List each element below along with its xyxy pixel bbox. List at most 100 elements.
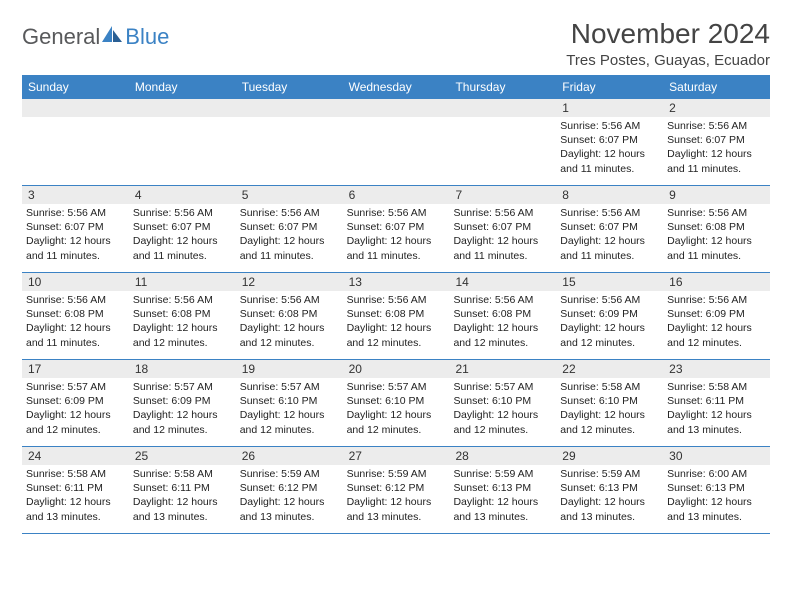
day-number (22, 99, 129, 117)
day-number: 15 (556, 273, 663, 291)
sunset-line: Sunset: 6:08 PM (347, 307, 446, 321)
daylight2-line: and 12 minutes. (453, 423, 552, 437)
daylight2-line: and 13 minutes. (347, 510, 446, 524)
day-number (236, 99, 343, 117)
day-number: 1 (556, 99, 663, 117)
day-number: 23 (663, 360, 770, 378)
sunrise-line: Sunrise: 5:57 AM (453, 380, 552, 394)
sun-info: Sunrise: 5:56 AMSunset: 6:09 PMDaylight:… (667, 293, 766, 350)
day-number: 18 (129, 360, 236, 378)
day-number: 10 (22, 273, 129, 291)
calendar-page: General Blue November 2024 Tres Postes, … (0, 0, 792, 544)
day-cell: 23 Sunrise: 5:58 AMSunset: 6:11 PMDayligh… (663, 360, 770, 446)
day-cell (236, 99, 343, 185)
day-number: 25 (129, 447, 236, 465)
daylight1-line: Daylight: 12 hours (347, 495, 446, 509)
day-cell: 13Sunrise: 5:56 AMSunset: 6:08 PMDayligh… (343, 273, 450, 359)
day-number: 4 (129, 186, 236, 204)
sunrise-line: Sunrise: 5:58 AM (560, 380, 659, 394)
day-number: 17 (22, 360, 129, 378)
day-cell: 26Sunrise: 5:59 AMSunset: 6:12 PMDayligh… (236, 447, 343, 533)
sunset-line: Sunset: 6:07 PM (133, 220, 232, 234)
day-cell: 2Sunrise: 5:56 AMSunset: 6:07 PMDaylight… (663, 99, 770, 185)
title-block: November 2024 Tres Postes, Guayas, Ecuad… (566, 18, 770, 69)
sunset-line: Sunset: 6:13 PM (453, 481, 552, 495)
sunrise-line: Sunrise: 5:59 AM (453, 467, 552, 481)
day-number: 3 (22, 186, 129, 204)
day-cell: 11Sunrise: 5:56 AMSunset: 6:08 PMDayligh… (129, 273, 236, 359)
daylight2-line: and 11 minutes. (26, 249, 125, 263)
day-cell (129, 99, 236, 185)
sunset-line: Sunset: 6:07 PM (26, 220, 125, 234)
daylight2-line: and 11 minutes. (133, 249, 232, 263)
day-cell: 29Sunrise: 5:59 AMSunset: 6:13 PMDayligh… (556, 447, 663, 533)
sun-info: Sunrise: 5:56 AMSunset: 6:08 PMDaylight:… (347, 293, 446, 350)
daylight1-line: Daylight: 12 hours (453, 234, 552, 248)
day-cell: 19 Sunrise: 5:57 AMSunset: 6:10 PMDayligh… (236, 360, 343, 446)
daylight1-line: Daylight: 12 hours (240, 408, 339, 422)
sunrise-line: Sunrise: 5:56 AM (240, 206, 339, 220)
sun-info: Sunrise: 5:57 AMSunset: 6:09 PMDaylight:… (133, 380, 232, 437)
day-number: 7 (449, 186, 556, 204)
daylight1-line: Daylight: 12 hours (453, 321, 552, 335)
daylight2-line: and 11 minutes. (347, 249, 446, 263)
daylight1-line: Daylight: 12 hours (560, 408, 659, 422)
sunset-line: Sunset: 6:09 PM (26, 394, 125, 408)
daylight1-line: Daylight: 12 hours (240, 321, 339, 335)
day-number: 28 (449, 447, 556, 465)
day-number: 14 (449, 273, 556, 291)
sun-info: Sunrise: 5:56 AMSunset: 6:08 PMDaylight:… (240, 293, 339, 350)
sun-info: Sunrise: 5:56 AMSunset: 6:08 PMDaylight:… (26, 293, 125, 350)
daylight1-line: Daylight: 12 hours (347, 234, 446, 248)
sunset-line: Sunset: 6:13 PM (667, 481, 766, 495)
sun-info: Sunrise: 6:00 AMSunset: 6:13 PMDaylight:… (667, 467, 766, 524)
daylight2-line: and 11 minutes. (240, 249, 339, 263)
sun-info: Sunrise: 5:56 AMSunset: 6:07 PMDaylight:… (347, 206, 446, 263)
sunrise-line: Sunrise: 5:57 AM (133, 380, 232, 394)
daylight1-line: Daylight: 12 hours (560, 495, 659, 509)
daylight1-line: Daylight: 12 hours (560, 321, 659, 335)
page-header: General Blue November 2024 Tres Postes, … (22, 18, 770, 69)
daylight1-line: Daylight: 12 hours (667, 408, 766, 422)
day-number: 24 (22, 447, 129, 465)
day-number: 2 (663, 99, 770, 117)
sun-info: Sunrise: 5:56 AMSunset: 6:09 PMDaylight:… (560, 293, 659, 350)
sunrise-line: Sunrise: 5:56 AM (26, 293, 125, 307)
sun-info: Sunrise: 5:57 AMSunset: 6:10 PMDaylight:… (240, 380, 339, 437)
daylight1-line: Daylight: 12 hours (560, 234, 659, 248)
week-row: 1Sunrise: 5:56 AMSunset: 6:07 PMDaylight… (22, 99, 770, 186)
daylight2-line: and 12 minutes. (560, 336, 659, 350)
sunrise-line: Sunrise: 5:59 AM (240, 467, 339, 481)
day-cell: 15 Sunrise: 5:56 AMSunset: 6:09 PMDayligh… (556, 273, 663, 359)
daylight1-line: Daylight: 12 hours (26, 321, 125, 335)
sunset-line: Sunset: 6:08 PM (240, 307, 339, 321)
sunrise-line: Sunrise: 5:56 AM (347, 206, 446, 220)
day-number: 19 (236, 360, 343, 378)
sunset-line: Sunset: 6:09 PM (667, 307, 766, 321)
weekday-header: Thursday (449, 75, 556, 99)
sunrise-line: Sunrise: 5:56 AM (453, 206, 552, 220)
sun-info: Sunrise: 5:58 AMSunset: 6:11 PMDaylight:… (667, 380, 766, 437)
daylight2-line: and 12 minutes. (240, 336, 339, 350)
daylight1-line: Daylight: 12 hours (667, 321, 766, 335)
sunrise-line: Sunrise: 5:57 AM (347, 380, 446, 394)
daylight1-line: Daylight: 12 hours (133, 495, 232, 509)
calendar-grid: SundayMondayTuesdayWednesdayThursdayFrid… (22, 75, 770, 534)
day-number: 5 (236, 186, 343, 204)
daylight1-line: Daylight: 12 hours (133, 321, 232, 335)
sun-info: Sunrise: 5:57 AMSunset: 6:10 PMDaylight:… (347, 380, 446, 437)
weekday-header: Sunday (22, 75, 129, 99)
sunset-line: Sunset: 6:10 PM (453, 394, 552, 408)
day-cell: 6Sunrise: 5:56 AMSunset: 6:07 PMDaylight… (343, 186, 450, 272)
daylight2-line: and 11 minutes. (667, 162, 766, 176)
sun-info: Sunrise: 5:56 AMSunset: 6:08 PMDaylight:… (133, 293, 232, 350)
brand-logo: General Blue (22, 18, 169, 50)
sunset-line: Sunset: 6:07 PM (667, 133, 766, 147)
day-number: 26 (236, 447, 343, 465)
sunset-line: Sunset: 6:11 PM (26, 481, 125, 495)
sunset-line: Sunset: 6:10 PM (347, 394, 446, 408)
daylight1-line: Daylight: 12 hours (26, 234, 125, 248)
sunrise-line: Sunrise: 5:59 AM (347, 467, 446, 481)
week-row: 3Sunrise: 5:56 AMSunset: 6:07 PMDaylight… (22, 186, 770, 273)
weekday-header: Wednesday (343, 75, 450, 99)
